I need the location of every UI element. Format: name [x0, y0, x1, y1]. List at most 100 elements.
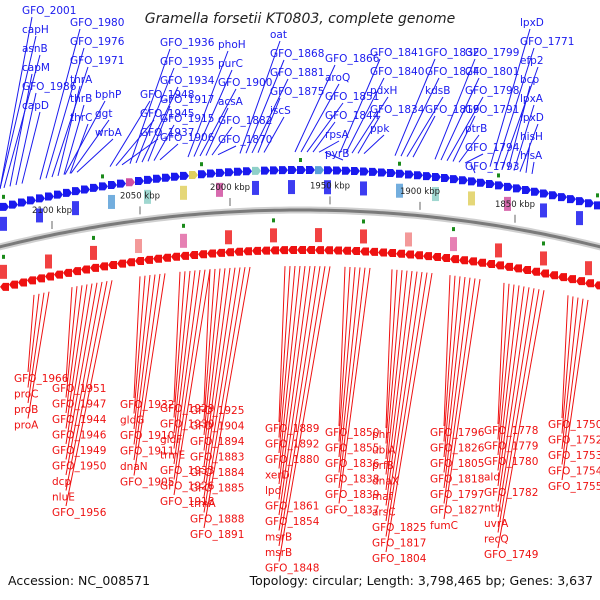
forward-gene-labels[interactable]: GFO_2001 capH asnB capM GFO_1986 capD GFO_1980…	[22, 5, 574, 173]
forward-gene-label[interactable]: GFO_1819	[425, 104, 479, 116]
reverse-gene-label[interactable]: GFO_1796	[430, 427, 485, 439]
forward-gene-label[interactable]: GFO_1793	[465, 161, 519, 173]
forward-gene-label[interactable]: iscS	[270, 105, 291, 117]
reverse-gene-label[interactable]: GFO_1926	[160, 481, 215, 493]
reverse-gene-labels[interactable]: GFO_1966 proC proB proA GFO_1951 GFO_1947 GFO_…	[14, 373, 600, 575]
reverse-gene-label[interactable]: trmA	[190, 498, 216, 510]
reverse-gene-label[interactable]: GFO_1750	[548, 419, 600, 431]
forward-gene-label[interactable]: GFO_2001	[22, 5, 76, 17]
reverse-gene-label[interactable]: ubiA	[372, 445, 396, 457]
forward-gene-label[interactable]: GFO_1980	[70, 17, 124, 29]
reverse-gene-label[interactable]: GFO_1804	[372, 553, 427, 565]
reverse-gene-label[interactable]: GFO_1905	[120, 477, 174, 489]
forward-gene-label[interactable]: GFO_1986	[22, 81, 77, 93]
reverse-gene-label[interactable]: GFO_1754	[548, 466, 600, 478]
reverse-gene-label[interactable]: GFO_1827	[430, 505, 484, 517]
forward-gene-label[interactable]: bphP	[95, 89, 121, 101]
reverse-gene-label[interactable]: GFO_1894	[190, 436, 245, 448]
forward-gene-label[interactable]: oat	[270, 29, 287, 41]
reverse-gene-label[interactable]: lpd	[265, 485, 281, 497]
forward-gene-label[interactable]: GFO_1866	[325, 53, 380, 65]
reverse-gene-label[interactable]: GFO_1946	[52, 430, 107, 442]
reverse-gene-label[interactable]: gldG	[120, 415, 144, 427]
reverse-gene-label[interactable]: phr	[372, 429, 390, 441]
forward-gene-label[interactable]: thrB	[70, 93, 92, 105]
reverse-gene-label[interactable]: recQ	[484, 534, 509, 546]
reverse-gene-label[interactable]: msrB	[265, 547, 292, 559]
forward-gene-label[interactable]: GFO_1906	[160, 132, 215, 144]
reverse-gene-label[interactable]: dnaN	[120, 461, 148, 473]
reverse-gene-label[interactable]: GFO_1752	[548, 435, 600, 447]
reverse-gene-label[interactable]: GFO_1889	[265, 423, 319, 435]
reverse-gene-label[interactable]: GFO_1932	[120, 399, 174, 411]
forward-gene-label[interactable]: bcp	[520, 74, 539, 86]
reverse-gene-label[interactable]: GFO_1966	[14, 373, 69, 385]
forward-gene-label[interactable]: GFO_1851	[325, 91, 379, 103]
forward-gene-label[interactable]: GFO_1882	[218, 115, 272, 127]
forward-gene-label[interactable]: GFO_1870	[218, 134, 272, 146]
reverse-gene-label[interactable]: GFO_1930	[160, 419, 214, 431]
forward-gene-label[interactable]: GFO_1791	[465, 104, 519, 116]
forward-gene-label[interactable]: efp2	[520, 55, 544, 67]
reverse-gene-label[interactable]: GFO_1951	[52, 383, 106, 395]
forward-gene-label[interactable]: capD	[22, 100, 49, 112]
reverse-gene-label[interactable]: GFO_1855	[325, 443, 379, 455]
reverse-gene-label[interactable]: GFO_1839	[325, 489, 379, 501]
reverse-gene-label[interactable]: GFO_1904	[190, 421, 245, 433]
forward-gene-label[interactable]: hisA	[520, 150, 543, 162]
reverse-gene-label[interactable]: GFO_1884	[190, 467, 245, 479]
reverse-gene-label[interactable]: gldF	[160, 434, 182, 446]
forward-gene-label[interactable]: GFO_1840	[370, 66, 424, 78]
reverse-gene-label[interactable]: GFO_1950	[52, 461, 106, 473]
reverse-gene-label[interactable]: GFO_1933	[160, 465, 214, 477]
reverse-gene-label[interactable]: GFO_1929	[160, 403, 214, 415]
reverse-gene-label[interactable]: GFO_1892	[265, 439, 319, 451]
reverse-gene-label[interactable]: dnaX	[372, 476, 399, 488]
forward-gene-label[interactable]: GFO_1881	[270, 67, 324, 79]
forward-gene-label[interactable]: GFO_1948	[140, 89, 194, 101]
forward-gene-label[interactable]: lpxD	[520, 112, 544, 124]
reverse-gene-label[interactable]: GFO_1956	[52, 507, 107, 519]
forward-gene-label[interactable]: wrbA	[95, 127, 123, 139]
reverse-gene-label[interactable]: GFO_1848	[265, 563, 319, 575]
forward-gene-label[interactable]: GFO_1937	[140, 127, 194, 139]
forward-gene-label[interactable]: purC	[218, 58, 243, 70]
reverse-gene-label[interactable]: GFO_1749	[484, 549, 538, 561]
forward-gene-label[interactable]: lpxA	[520, 93, 544, 105]
forward-gene-label[interactable]: aroQ	[325, 72, 350, 84]
forward-gene-label[interactable]: phoH	[218, 39, 246, 51]
forward-gene-label[interactable]: kdsB	[425, 85, 450, 97]
forward-gene-label[interactable]: GFO_1971	[70, 55, 124, 67]
reverse-gene-label[interactable]: GFO_1818	[430, 474, 484, 486]
reverse-gene-label[interactable]: GFO_1838	[325, 474, 379, 486]
reverse-gene-label[interactable]: trmE	[160, 450, 185, 462]
forward-gene-label[interactable]: GFO_1834	[370, 104, 425, 116]
reverse-gene-label[interactable]: GFO_1753	[548, 450, 600, 462]
forward-gene-label[interactable]: capH	[22, 24, 49, 36]
forward-gene-label[interactable]: GFO_1798	[465, 85, 519, 97]
reverse-gene-label[interactable]: ald	[484, 472, 500, 484]
reverse-gene-label[interactable]: proA	[14, 420, 39, 432]
forward-gene-label[interactable]: GFO_1824	[425, 66, 480, 78]
reverse-gene-label[interactable]: GFO_1837	[325, 505, 379, 517]
forward-gene-label[interactable]: GFO_1841	[370, 47, 424, 59]
reverse-gene-label[interactable]: GFO_1947	[52, 399, 106, 411]
reverse-gene-label[interactable]: GFO_1944	[52, 414, 107, 426]
forward-gene-label[interactable]: GFO_1771	[520, 36, 574, 48]
reverse-gene-label[interactable]: GFO_1805	[430, 458, 484, 470]
reverse-gene-label[interactable]: arsC	[372, 507, 396, 519]
reverse-gene-label[interactable]: maf	[372, 491, 393, 503]
forward-gene-label[interactable]: lpxD	[520, 17, 544, 29]
reverse-gene-label[interactable]: proC	[14, 389, 39, 401]
reverse-gene-label[interactable]: GFO_1888	[190, 514, 244, 526]
reverse-gene-label[interactable]: nluE	[52, 492, 75, 504]
reverse-gene-label[interactable]: GFO_1949	[52, 445, 106, 457]
forward-gene-label[interactable]: hisH	[520, 131, 543, 143]
reverse-gene-label[interactable]: GFO_1910	[120, 430, 174, 442]
forward-gene-label[interactable]: ggt	[95, 108, 112, 120]
forward-gene-label[interactable]: GFO_1844	[325, 110, 380, 122]
forward-gene-label[interactable]: thrC	[70, 112, 92, 124]
reverse-gene-label[interactable]: GFO_1779	[484, 441, 538, 453]
reverse-gene-label[interactable]: xerD	[265, 470, 290, 482]
reverse-gene-label[interactable]: proB	[14, 404, 38, 416]
